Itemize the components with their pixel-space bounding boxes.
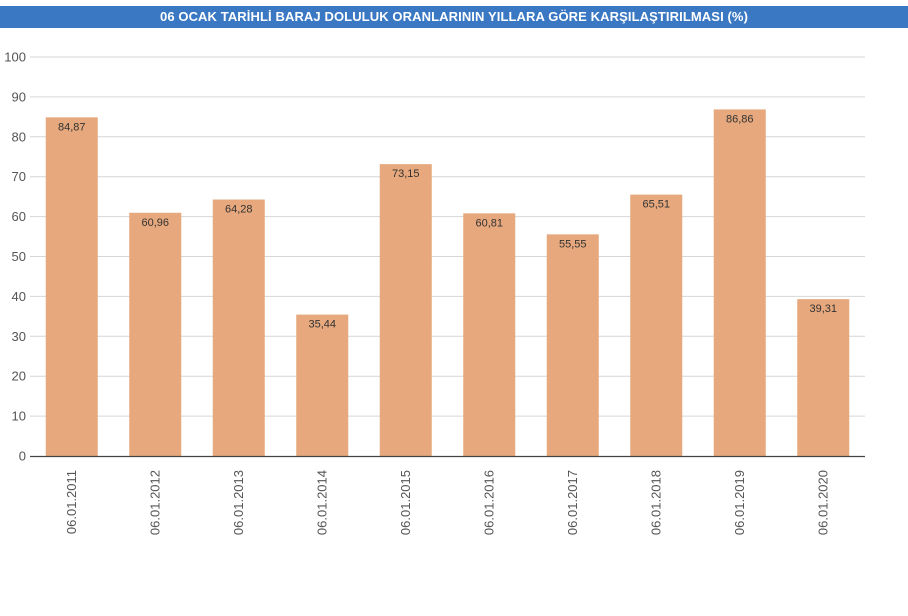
bar-06.01.2015[interactable] (379, 164, 432, 456)
y-tick-label: 10 (12, 409, 26, 424)
bar-06.01.2013[interactable] (212, 199, 265, 456)
bar-06.01.2016[interactable] (463, 213, 516, 456)
y-tick-label: 100 (4, 50, 26, 65)
data-label: 73,15 (392, 168, 420, 180)
data-label: 84,87 (58, 121, 86, 133)
y-tick-label: 80 (12, 129, 26, 144)
data-label: 86,86 (726, 113, 754, 125)
y-tick-label: 40 (12, 289, 26, 304)
y-tick-label: 30 (12, 329, 26, 344)
data-labels: 84,87 60,96 64,28 35,44 73,15 60,81 55,55 65,51… (58, 113, 837, 330)
y-axis-ticks: 0 10 20 30 40 50 60 70 80 90 100 (4, 50, 26, 464)
x-tick-label: 06.01.2016 (481, 470, 496, 535)
x-tick-label: 06.01.2015 (398, 470, 413, 535)
x-tick-label: 06.01.2019 (732, 470, 747, 535)
x-tick-label: 06.01.2014 (314, 470, 329, 535)
y-tick-label: 70 (12, 169, 26, 184)
data-label: 39,31 (809, 303, 837, 315)
bar-06.01.2019[interactable] (713, 109, 766, 457)
bar-06.01.2012[interactable] (129, 212, 182, 456)
x-tick-label: 06.01.2012 (147, 470, 162, 535)
data-label: 55,55 (559, 238, 587, 250)
bar-06.01.2018[interactable] (630, 194, 683, 456)
data-label: 64,28 (225, 204, 253, 216)
x-axis-ticks: 06.01.2011 06.01.2012 06.01.2013 06.01.2014… (64, 470, 831, 535)
y-tick-label: 50 (12, 249, 26, 264)
y-tick-label: 0 (19, 449, 26, 464)
data-label: 60,81 (475, 217, 503, 229)
y-tick-label: 20 (12, 369, 26, 384)
y-tick-label: 60 (12, 209, 26, 224)
y-tick-label: 90 (12, 89, 26, 104)
data-label: 35,44 (308, 319, 336, 331)
bar-06.01.2011[interactable] (45, 117, 98, 456)
bar-06.01.2020[interactable] (797, 299, 850, 456)
bars (45, 109, 850, 457)
bar-06.01.2017[interactable] (546, 234, 599, 456)
x-tick-label: 06.01.2018 (648, 470, 663, 535)
chart-title-bar: 06 OCAK TARİHLİ BARAJ DOLULUK ORANLARINI… (0, 0, 908, 34)
chart-title: 06 OCAK TARİHLİ BARAJ DOLULUK ORANLARINI… (0, 6, 908, 28)
x-tick-label: 06.01.2020 (815, 470, 830, 535)
x-tick-label: 06.01.2013 (231, 470, 246, 535)
bar-06.01.2014[interactable] (296, 314, 349, 456)
data-label: 65,51 (642, 199, 670, 211)
x-tick-label: 06.01.2017 (565, 470, 580, 535)
data-label: 60,96 (141, 217, 169, 229)
x-tick-label: 06.01.2011 (64, 470, 79, 534)
